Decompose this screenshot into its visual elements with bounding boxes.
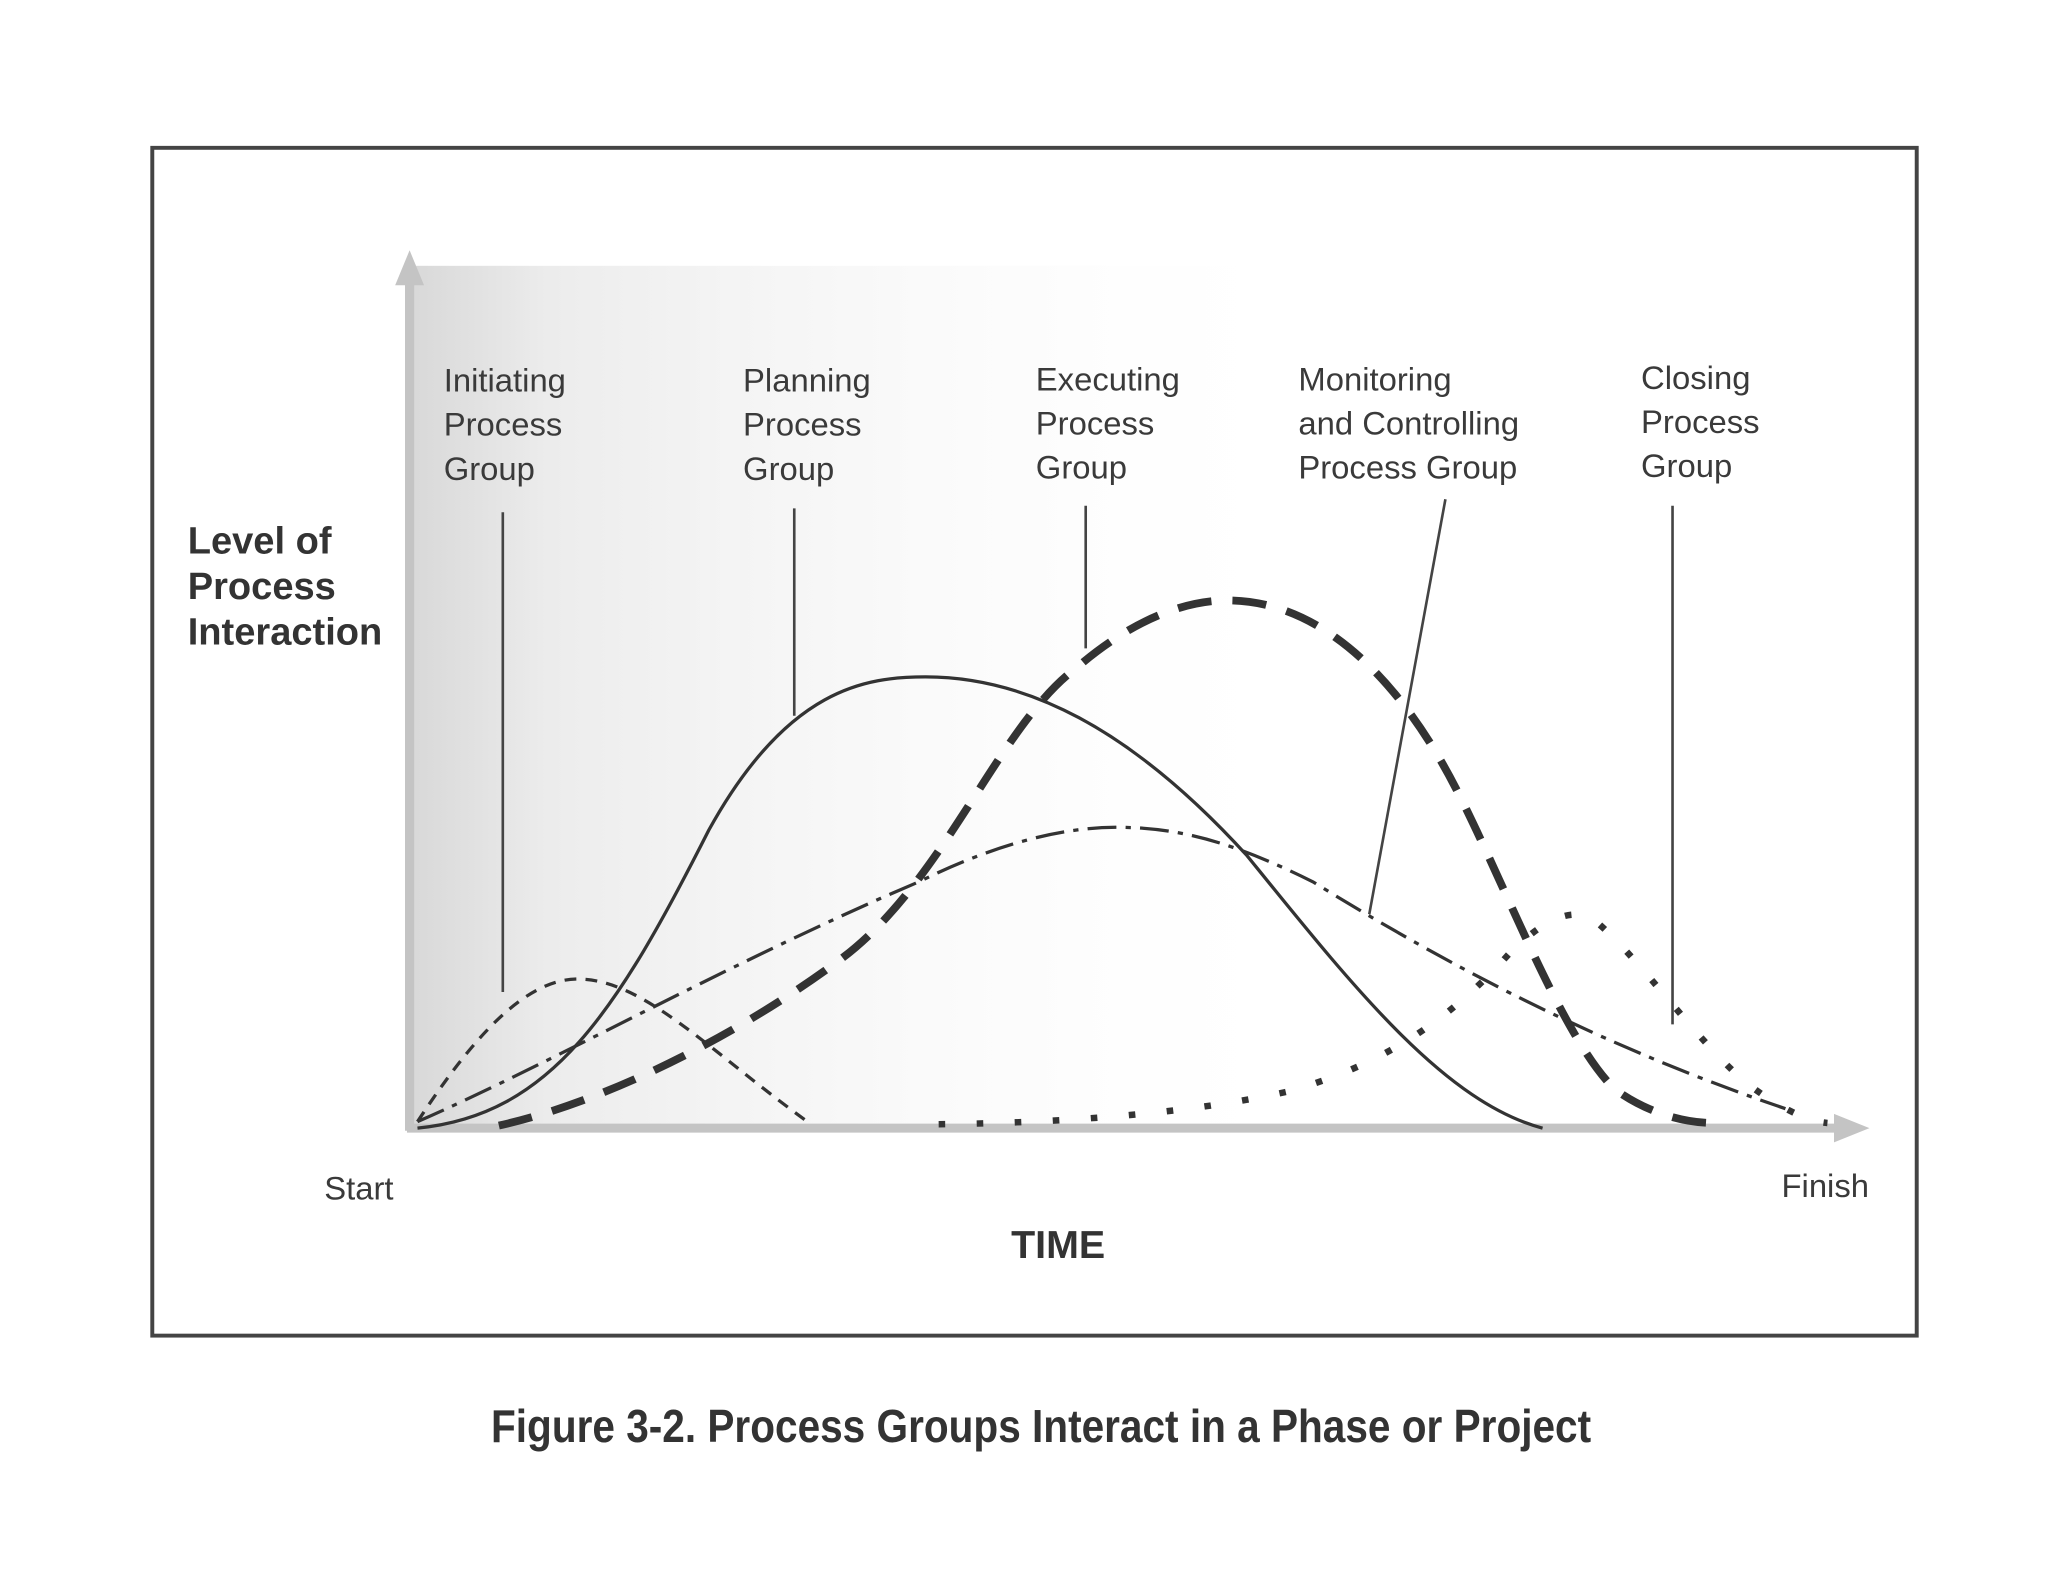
shading — [409, 265, 1329, 1129]
y-axis-label: Level of — [188, 521, 332, 563]
group-label: and Controlling — [1298, 405, 1519, 442]
group-label: Closing — [1641, 359, 1750, 396]
group-label: Process — [743, 406, 862, 443]
group-label: Group — [1641, 447, 1732, 484]
y-arrow — [395, 250, 425, 286]
monitoring-curve — [416, 825, 1786, 1124]
executing-curve — [498, 596, 1714, 1130]
group-label: Process — [1641, 403, 1760, 440]
x-arrow — [1834, 1113, 1870, 1143]
group-label: Initiating — [444, 362, 566, 399]
caption: Figure 3-2. Process Groups Interact in a… — [491, 1399, 1591, 1452]
finish-label: Finish — [1781, 1167, 1869, 1204]
start-label: Start — [324, 1170, 393, 1207]
frame — [150, 145, 1919, 1338]
x-axis-label: TIME — [1011, 1224, 1105, 1267]
group-label: Planning — [743, 362, 871, 399]
group-label: Group — [444, 450, 535, 487]
group-label: Process — [1036, 405, 1155, 442]
group-label: Monitoring — [1298, 360, 1451, 397]
y-axis-label: Process — [188, 566, 336, 608]
planning-curve — [417, 675, 1543, 1130]
leader-line — [1367, 499, 1447, 915]
group-label: Group — [743, 450, 834, 487]
group-label: Group — [1036, 449, 1127, 486]
initiating-curve — [416, 977, 809, 1123]
group-label: Process Group — [1298, 449, 1517, 486]
group-label: Executing — [1036, 360, 1180, 397]
group-label: Process — [444, 406, 563, 443]
y-axis-label: Interaction — [188, 612, 383, 654]
